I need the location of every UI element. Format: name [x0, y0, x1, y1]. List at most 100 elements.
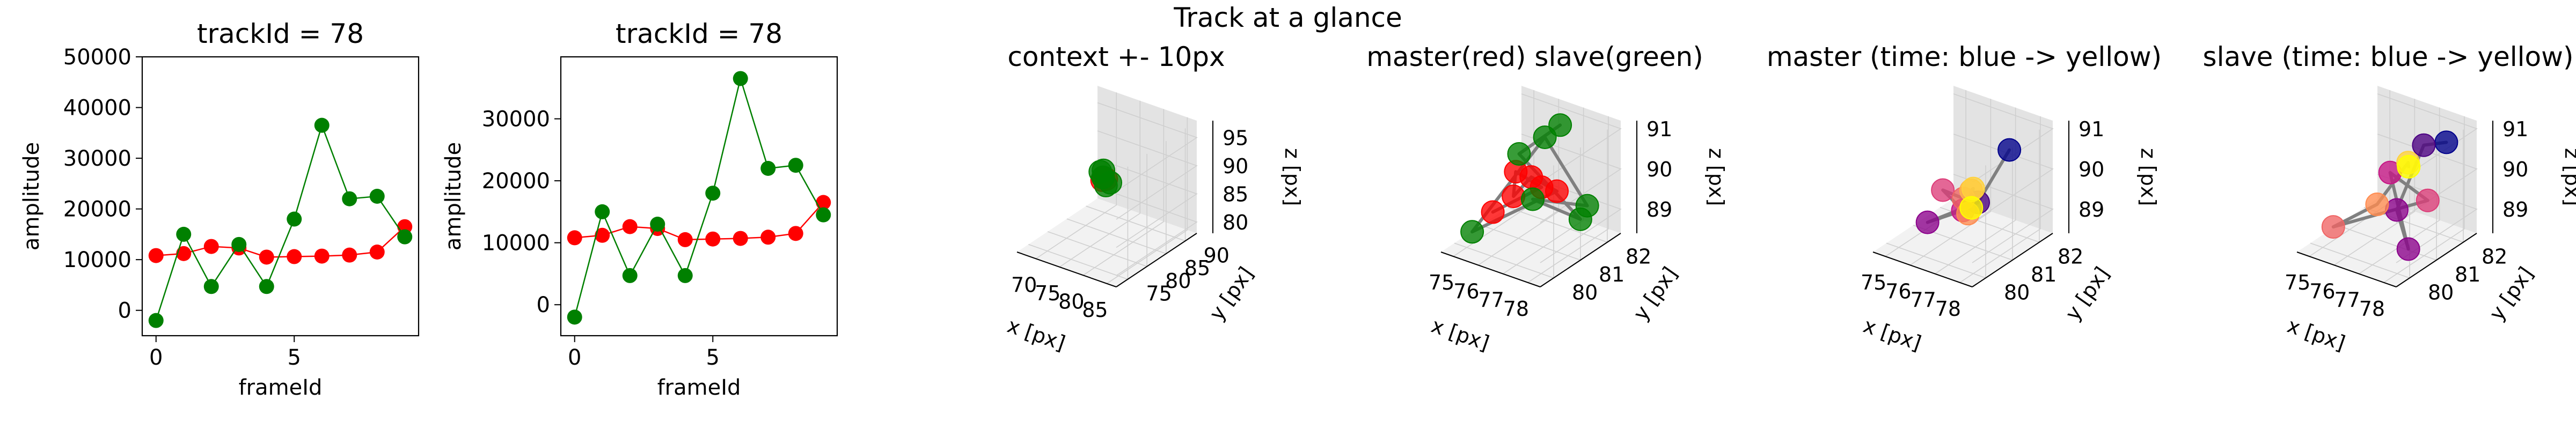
scatter-point: [1507, 142, 1531, 166]
x-tick-label: 0: [568, 345, 581, 370]
data-point: [677, 232, 693, 247]
data-point: [677, 268, 693, 283]
y-axis-label: y [px]: [2485, 263, 2538, 325]
data-point: [595, 204, 610, 219]
y-tick-label: 20000: [482, 169, 550, 194]
y-axis-label: y [px]: [1205, 263, 1258, 325]
series-line-2: [574, 76, 824, 317]
plot-frame: [560, 56, 838, 337]
grid-line: [1527, 116, 1609, 283]
z-tick-label: 91: [1646, 117, 1672, 141]
y-tick-label: 80: [2428, 280, 2454, 304]
data-point: [816, 195, 831, 210]
x-axis-label: frameId: [239, 375, 323, 400]
z-tick-label: 89: [1646, 198, 1672, 221]
data-point: [148, 313, 164, 328]
scatter-point: [2396, 237, 2420, 261]
y-tick-label: 81: [2031, 263, 2057, 286]
y-axis-label: amplitude: [19, 142, 44, 250]
grid-line: [2333, 99, 2416, 266]
z-tick-label: 89: [2502, 198, 2528, 221]
data-point: [705, 231, 721, 247]
z-axis-label: z [px]: [2560, 148, 2576, 206]
x-tick-label: 76: [1885, 279, 1911, 303]
z-tick-label: 90: [2079, 158, 2104, 181]
x-tick-label: 85: [1082, 298, 1108, 322]
grid-line: [1959, 116, 2041, 283]
data-point: [369, 189, 385, 204]
data-point: [203, 279, 219, 294]
scatter3d-chart-3: master (time: blue -> yellow)75767778808…: [1767, 41, 2162, 355]
x-axis-label: x [px]: [1004, 314, 1068, 356]
data-point: [231, 236, 247, 252]
grid-line: [1909, 99, 1992, 266]
y-tick-label: 10000: [63, 248, 131, 272]
scatter-point: [2385, 198, 2409, 222]
x-axis-line: [1016, 252, 1117, 287]
grid-line: [1097, 158, 1198, 248]
data-point: [342, 191, 357, 206]
scatter-point: [1568, 207, 1592, 231]
scatter-point: [1519, 165, 1543, 189]
y-axis-line: [1116, 233, 1197, 287]
grid-line: [1097, 187, 1198, 276]
x-tick-label: 5: [706, 345, 720, 370]
scatter-point: [2412, 133, 2436, 157]
scatter-point: [1997, 138, 2022, 162]
x-tick-label: 75: [1429, 271, 1454, 294]
chart-title: trackId = 78: [197, 18, 364, 49]
data-point: [176, 226, 192, 242]
data-point: [342, 247, 357, 263]
data-point: [622, 268, 638, 283]
y-tick-label: 80: [1165, 269, 1191, 293]
data-point: [622, 219, 638, 234]
x-tick-label: 0: [149, 345, 163, 370]
x-tick-label: 75: [1861, 271, 1886, 294]
y-tick-label: 30000: [482, 107, 550, 132]
scatter-point: [2397, 154, 2421, 179]
scatter-point: [1548, 113, 1572, 137]
scatter-point: [2416, 188, 2440, 212]
line-chart-1: 0 5 0 10000 20000 30000 40000 50000 trackId = 78…: [19, 18, 420, 400]
scatter-point: [1959, 196, 1984, 220]
scatter-point: [1460, 220, 1484, 244]
y-axis-label: amplitude: [441, 142, 466, 250]
scatter3d-chart-1: context +- 10px707580857580859080859095x…: [1004, 41, 1304, 355]
y-tick-label: 85: [1184, 256, 1210, 280]
y-tick-label: 50000: [63, 45, 131, 70]
data-point: [259, 249, 274, 265]
x-tick-label: 70: [1011, 273, 1037, 297]
z-tick-label: 85: [1223, 183, 1248, 206]
y-tick-label: 80: [2004, 280, 2030, 304]
x-tick-label: 5: [288, 345, 301, 370]
plot-frame: [141, 56, 420, 337]
data-point: [259, 279, 274, 294]
data-point: [287, 249, 302, 264]
data-point: [287, 211, 302, 227]
z-axis-label: z [px]: [1704, 148, 1728, 206]
y-tick-label: 81: [2455, 263, 2480, 286]
x-tick-label: 77: [1478, 289, 1504, 312]
z-axis-label: z [px]: [2136, 148, 2160, 206]
chart-title: trackId = 78: [616, 18, 782, 49]
chart-panels: 0 5 0 10000 20000 30000 40000 50000 trackId = 78…: [19, 18, 2576, 400]
x-axis-label: x [px]: [2284, 314, 2348, 356]
y-tick-label: 90: [1204, 243, 1230, 267]
x-tick-label: 75: [2285, 271, 2310, 294]
z-axis-label: z [px]: [1280, 148, 1304, 206]
data-point: [788, 226, 803, 241]
x-axis-label: x [px]: [1428, 314, 1492, 356]
x-axis-label: frameId: [657, 375, 741, 400]
z-tick-label: 91: [2502, 117, 2528, 141]
y-tick-label: 30000: [63, 146, 131, 171]
y-axis-label: y [px]: [2061, 263, 2114, 325]
data-point: [760, 230, 776, 245]
y-axis-line: [2396, 233, 2477, 287]
grid-line: [1035, 92, 1117, 260]
grid-line: [1097, 102, 1198, 192]
x-axis-line: [1872, 252, 1973, 287]
x-tick-label: 76: [1453, 279, 1479, 303]
data-point: [397, 229, 413, 245]
